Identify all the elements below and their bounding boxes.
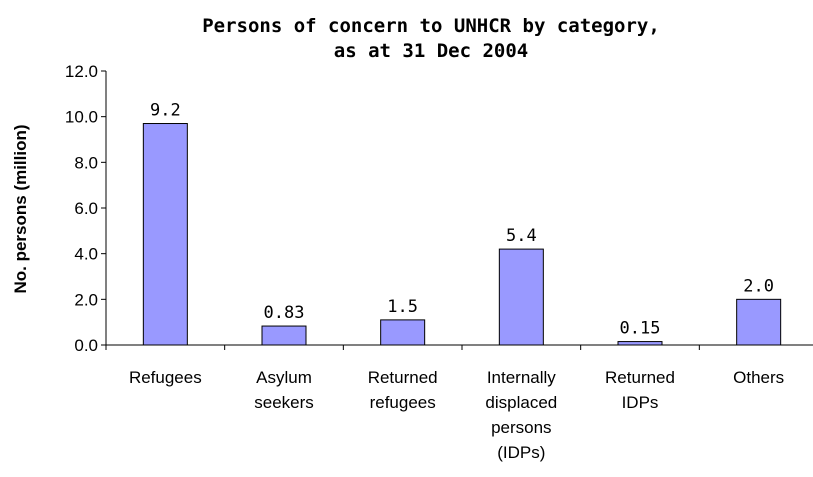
bar — [142, 123, 188, 346]
x-tick-label: Refugees — [129, 368, 202, 387]
x-tick-label: Returned — [368, 368, 438, 387]
data-label: 9.2 — [150, 101, 181, 121]
y-tick-label: 10.0 — [65, 108, 98, 127]
x-tick-label: Asylum — [256, 368, 312, 387]
y-tick-label: 12.0 — [65, 62, 98, 81]
data-label: 0.83 — [264, 303, 305, 323]
x-tick-label: Returned — [605, 368, 675, 387]
bar — [498, 248, 544, 346]
data-label: 1.5 — [387, 297, 418, 317]
y-tick-label: 2.0 — [74, 290, 98, 309]
chart-title-line-1: Persons of concern to UNHCR by category, — [202, 15, 660, 37]
bar — [261, 325, 307, 346]
bar — [736, 298, 782, 346]
x-tick-label: Others — [733, 368, 784, 387]
y-tick-label: 8.0 — [74, 153, 98, 172]
data-label: 0.15 — [620, 319, 661, 339]
data-label: 2.0 — [743, 276, 774, 296]
y-tick-label: 6.0 — [74, 199, 98, 218]
x-tick-label: Internally — [487, 368, 556, 387]
x-tick-label: seekers — [254, 393, 314, 412]
plot-area: 0.0 2.0 4.0 6.0 8.0 10.0 12.0 9.2 Refugees 0.83 As… — [65, 62, 813, 462]
y-axis-label: No. persons (million) — [11, 124, 30, 293]
x-tick-label: IDPs — [622, 393, 659, 412]
x-tick-label: refugees — [370, 393, 436, 412]
chart-title-line-2: as at 31 Dec 2004 — [334, 40, 528, 62]
y-tick-label: 0.0 — [74, 336, 98, 355]
x-tick-label: displaced — [485, 393, 557, 412]
x-tick-label: (IDPs) — [497, 443, 545, 462]
y-tick-label: 4.0 — [74, 245, 98, 264]
x-tick-label: persons — [491, 418, 551, 437]
data-label: 5.4 — [506, 226, 537, 246]
bar — [617, 341, 663, 346]
bar — [380, 319, 426, 346]
